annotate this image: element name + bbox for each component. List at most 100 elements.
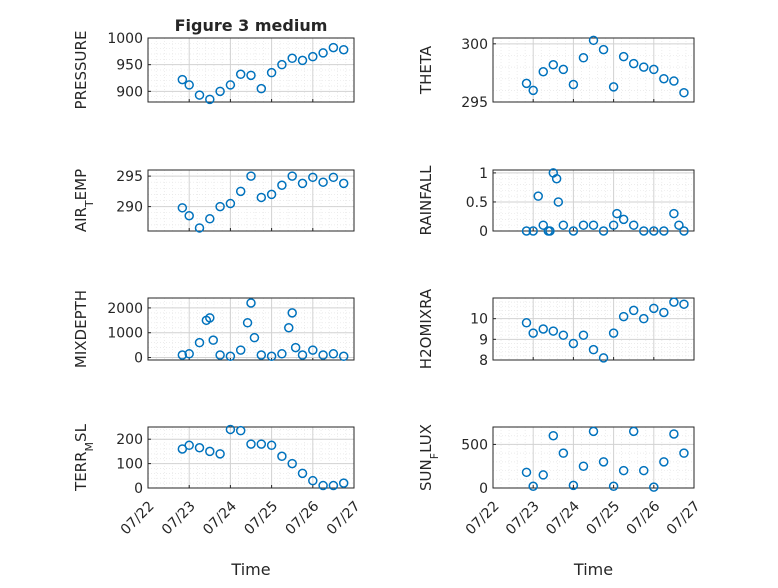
data-point	[679, 87, 689, 98]
data-point	[225, 351, 236, 362]
y-tick-label: 1000	[107, 31, 143, 47]
y-tick-label: 2000	[107, 301, 143, 317]
data-point	[256, 439, 267, 449]
y-axis-label: TERRMSL	[72, 423, 96, 492]
data-point	[184, 211, 194, 221]
data-point	[328, 349, 339, 359]
data-point	[287, 458, 297, 469]
x-tick-label: 07/24	[543, 498, 583, 538]
data-point	[266, 351, 277, 362]
data-point	[618, 214, 629, 225]
data-point	[649, 482, 659, 492]
data-point	[290, 342, 301, 353]
data-point	[277, 59, 287, 70]
axis-frame	[492, 297, 695, 361]
data-point	[578, 220, 589, 230]
data-point	[194, 223, 205, 233]
data-point	[297, 55, 308, 66]
y-axis-label: THETA	[417, 45, 435, 95]
data-point	[578, 461, 589, 471]
data-point	[659, 226, 669, 236]
data-point	[205, 446, 215, 457]
y-axis-label: SUNFLUX	[417, 424, 441, 491]
data-point	[242, 318, 253, 328]
data-point	[639, 313, 649, 324]
data-point	[588, 220, 599, 230]
figure-title: Figure 3 medium	[175, 16, 328, 35]
y-axis-label: PRESSURE	[72, 31, 90, 110]
data-point	[669, 208, 679, 219]
data-point	[568, 338, 579, 349]
data-point	[338, 351, 349, 362]
y-tick-label: 0	[134, 481, 143, 497]
y-tick-label: 900	[116, 84, 143, 100]
x-tick-label: 07/26	[283, 498, 323, 538]
data-point	[608, 328, 619, 338]
data-point	[235, 345, 246, 355]
data-point	[608, 220, 619, 230]
data-point	[588, 35, 599, 46]
data-point	[538, 66, 548, 77]
axis-frame	[492, 37, 695, 103]
x-tick-label: 07/24	[200, 498, 240, 538]
data-point	[177, 203, 188, 213]
data-point	[612, 208, 622, 219]
data-point	[679, 299, 689, 309]
data-point	[284, 323, 294, 333]
data-point	[568, 226, 579, 236]
axis-frame	[147, 426, 355, 489]
data-point	[639, 226, 649, 236]
data-point	[618, 311, 629, 322]
data-point	[205, 94, 215, 105]
y-tick-label: 295	[116, 169, 143, 185]
axis-frame	[147, 37, 355, 103]
data-point	[277, 349, 287, 359]
subplot-8: 0 500 SUNFLUX 07/22 07/23 07/24 07/25 07/26 07/2…	[417, 424, 704, 579]
data-point	[205, 313, 215, 323]
subplot-2: 295 300 THETA	[417, 35, 695, 111]
y-tick-label: 200	[116, 432, 143, 448]
data-point	[318, 48, 328, 58]
y-tick-label: 290	[116, 200, 143, 216]
x-tick-label: 07/27	[324, 498, 364, 538]
data-point	[266, 440, 277, 451]
data-point	[628, 220, 639, 230]
y-tick-label: 950	[116, 58, 143, 74]
data-point	[246, 70, 256, 81]
data-point	[194, 337, 205, 348]
data-point	[628, 426, 639, 437]
data-point	[649, 64, 659, 75]
data-point	[246, 298, 256, 308]
data-point	[297, 178, 308, 189]
data-point	[225, 424, 236, 435]
data-point	[287, 308, 297, 318]
x-tick-label: 07/25	[583, 498, 623, 538]
data-point	[225, 80, 236, 90]
data-point	[578, 53, 589, 63]
data-point	[225, 198, 236, 209]
data-point	[521, 226, 532, 236]
y-tick-label: 10	[470, 312, 488, 328]
x-tick-label: 07/23	[159, 498, 199, 538]
data-point	[528, 226, 538, 236]
data-point	[177, 350, 188, 360]
data-point	[208, 335, 218, 345]
y-tick-label: 500	[461, 437, 488, 453]
data-point	[215, 201, 225, 212]
x-tick-label: 07/22	[463, 498, 503, 538]
data-point	[184, 80, 194, 90]
data-point	[318, 480, 328, 491]
data-point	[558, 220, 569, 230]
data-point	[328, 172, 339, 183]
subplot-5: 0 1000 2000 MIXDEPTH	[72, 290, 355, 368]
data-point	[338, 178, 349, 189]
data-point	[308, 172, 318, 183]
data-point	[338, 44, 349, 55]
data-point	[558, 64, 569, 75]
data-point	[674, 220, 684, 230]
data-point	[287, 53, 297, 64]
data-point	[618, 51, 629, 62]
data-point	[608, 481, 619, 492]
